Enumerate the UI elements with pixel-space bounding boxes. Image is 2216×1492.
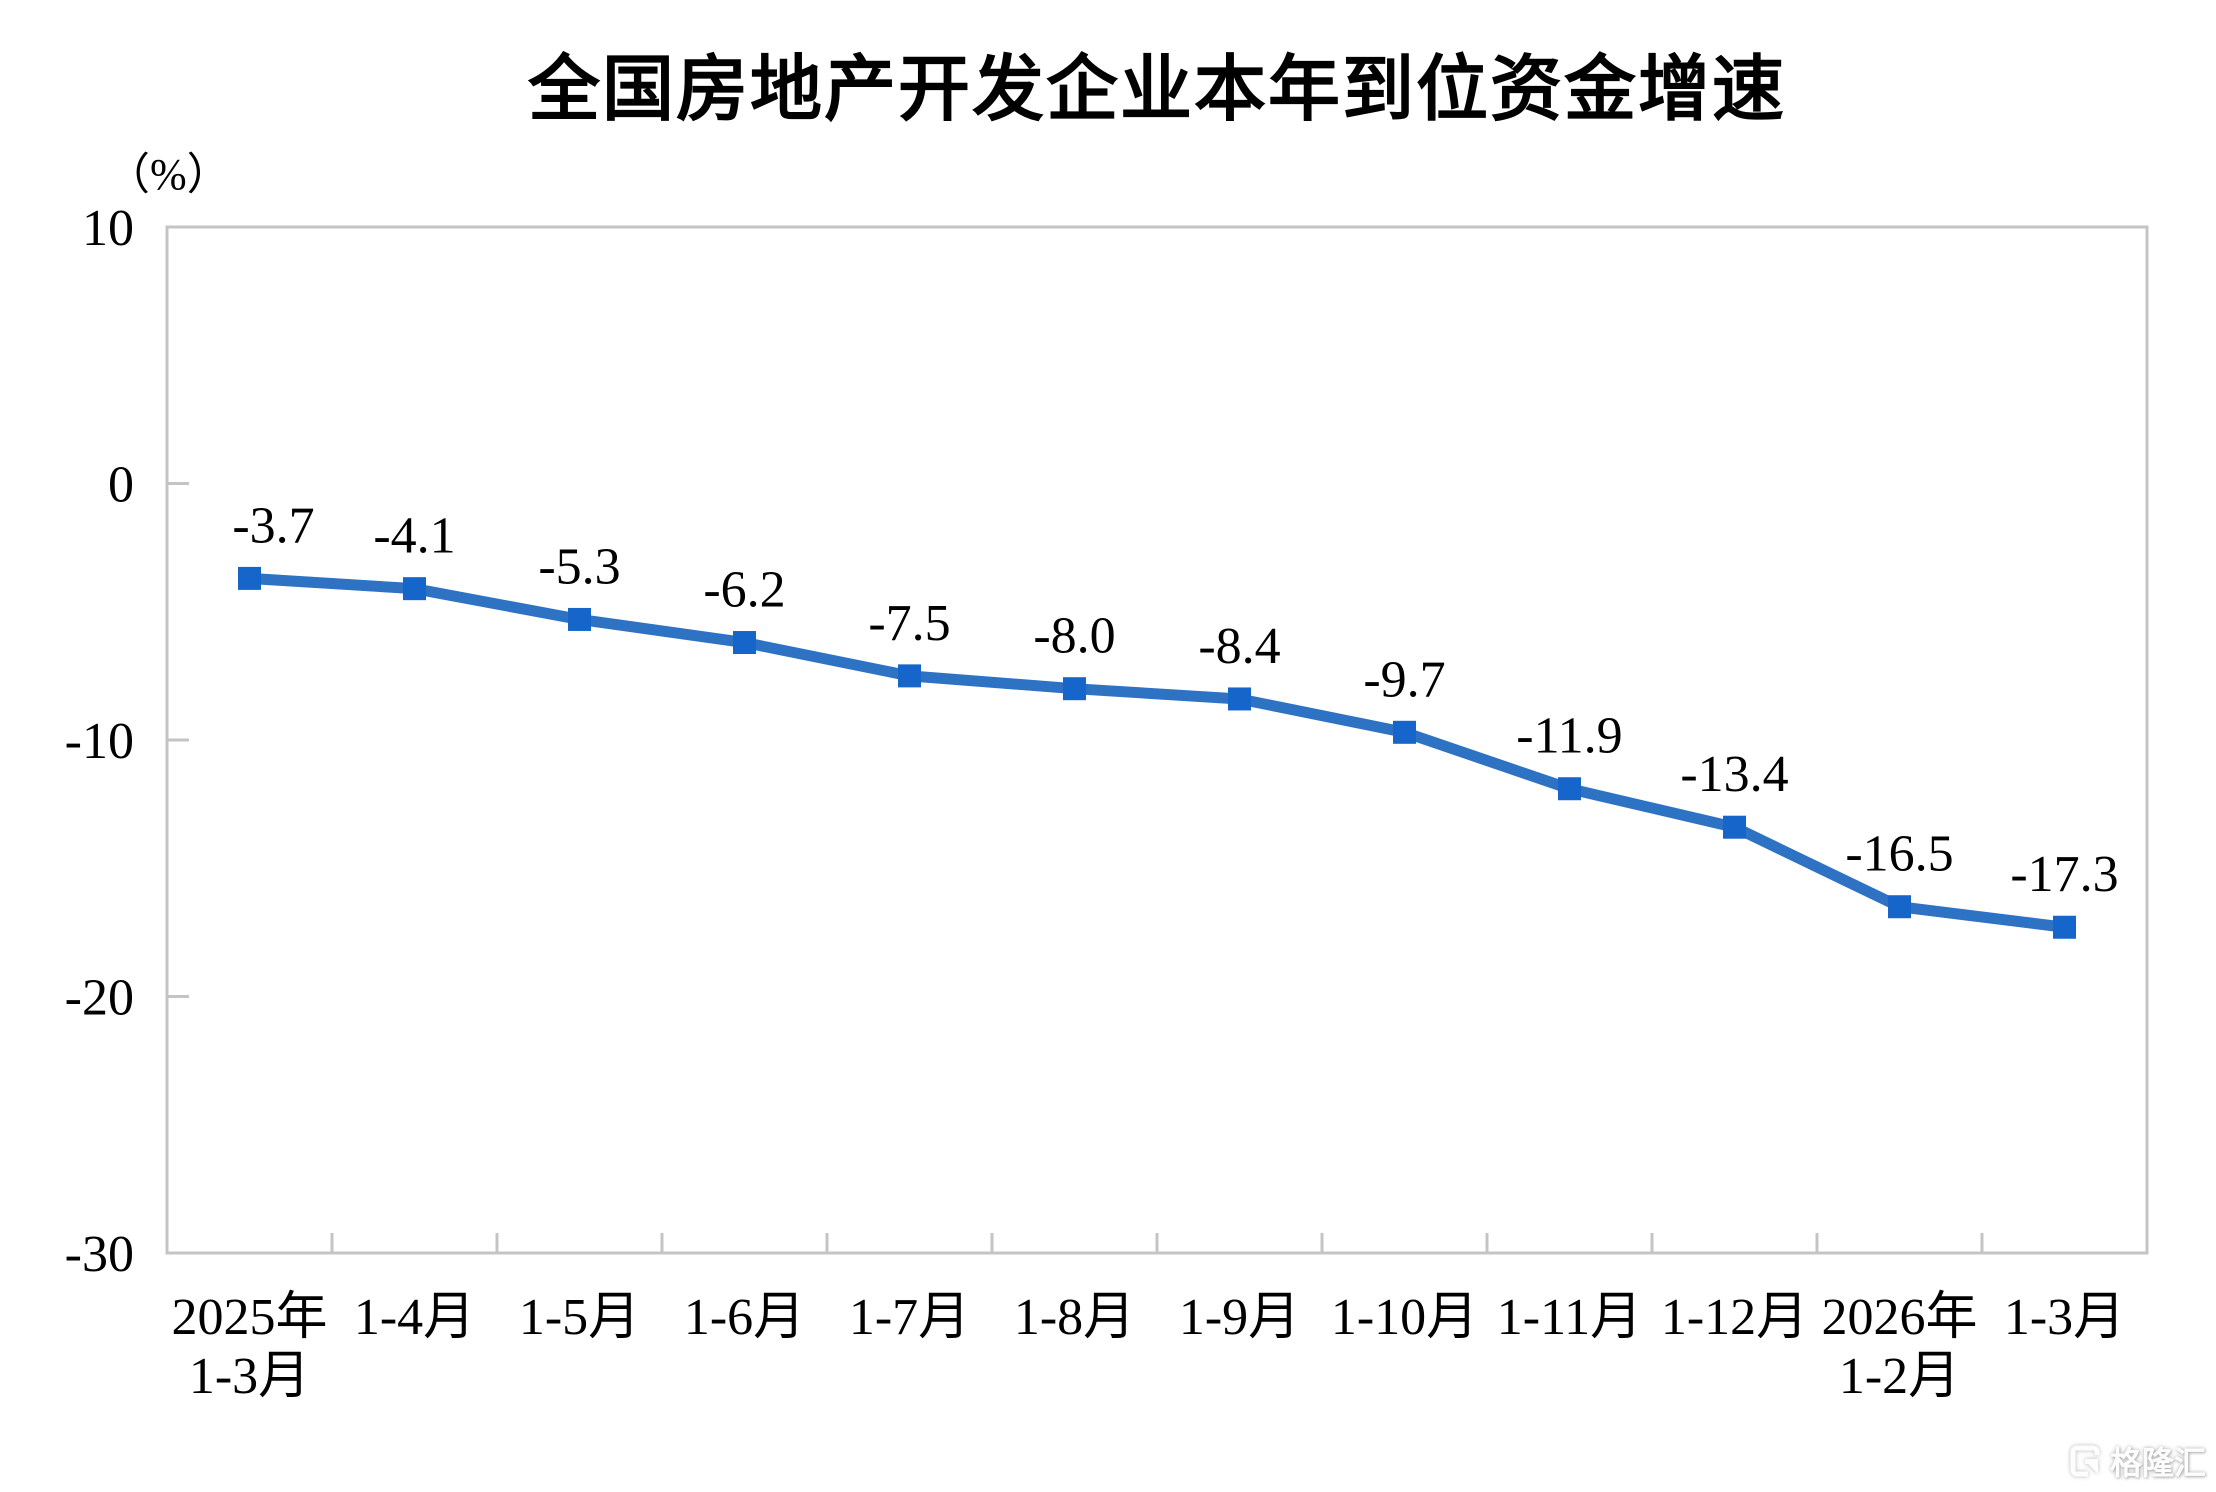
data-point-label: -8.0 [1033,608,1115,665]
data-point-marker [568,607,591,631]
data-point-label: -6.2 [703,562,785,619]
y-axis-unit-label: （%） [106,150,231,199]
x-axis-label: 1-8月 [1014,1289,1135,1346]
x-axis-label: 1-11月 [1497,1289,1642,1346]
x-axis-label: 2026年 [1821,1289,1977,1346]
data-point-label: -13.4 [1680,746,1788,803]
data-point-label: -3.7 [232,497,314,554]
x-axis-label: 1-10月 [1331,1289,1478,1346]
x-axis-label: 1-6月 [684,1289,805,1346]
gelonghui-watermark: 格隆汇 [2067,1438,2206,1484]
data-point-label: -4.1 [373,508,455,565]
data-point-label: -8.4 [1198,618,1280,675]
data-point-marker [403,577,426,601]
data-point-marker [1723,815,1746,839]
x-axis-label: 1-12月 [1661,1289,1808,1346]
data-point-marker [2053,915,2076,939]
data-point-marker [1063,677,1086,701]
data-point-label: -17.3 [2010,846,2118,903]
data-point-marker [1228,687,1251,711]
data-point-label: -9.7 [1363,651,1445,708]
x-axis-label: 1-5月 [519,1289,640,1346]
y-axis-tick-label: -30 [65,1226,134,1283]
gelonghui-logo-icon [2070,1445,2100,1477]
data-point-marker [1558,777,1581,801]
x-axis-label: 2025年 [171,1289,327,1346]
data-point-label: -11.9 [1516,708,1622,765]
x-axis-label: 1-3月 [189,1348,310,1405]
y-axis-tick-label: -10 [65,713,134,770]
data-point-marker [1888,895,1911,919]
y-axis-tick-label: 10 [82,200,134,257]
x-axis-label: 1-4月 [354,1289,475,1346]
data-point-marker [898,664,921,688]
y-axis-tick-label: -20 [65,970,134,1027]
data-point-marker [238,566,261,590]
data-point-label: -7.5 [868,595,950,652]
data-series-line [244,572,2070,933]
data-point-label: -16.5 [1845,826,1953,883]
plot-area-border [165,225,2149,1255]
x-axis-label: 1-2月 [1839,1348,1960,1405]
x-axis-label: 1-9月 [1179,1289,1300,1346]
chart-title: 全国房地产开发企业本年到位资金增速 [527,50,1786,130]
y-axis-tick-label: 0 [108,457,134,514]
gelonghui-watermark-text: 格隆汇 [2109,1445,2206,1481]
data-point-marker [733,631,756,655]
data-point-marker [1393,720,1416,744]
x-axis-label: 1-3月 [2004,1289,2125,1346]
x-axis-label: 1-7月 [849,1289,970,1346]
data-point-label: -5.3 [538,538,620,595]
